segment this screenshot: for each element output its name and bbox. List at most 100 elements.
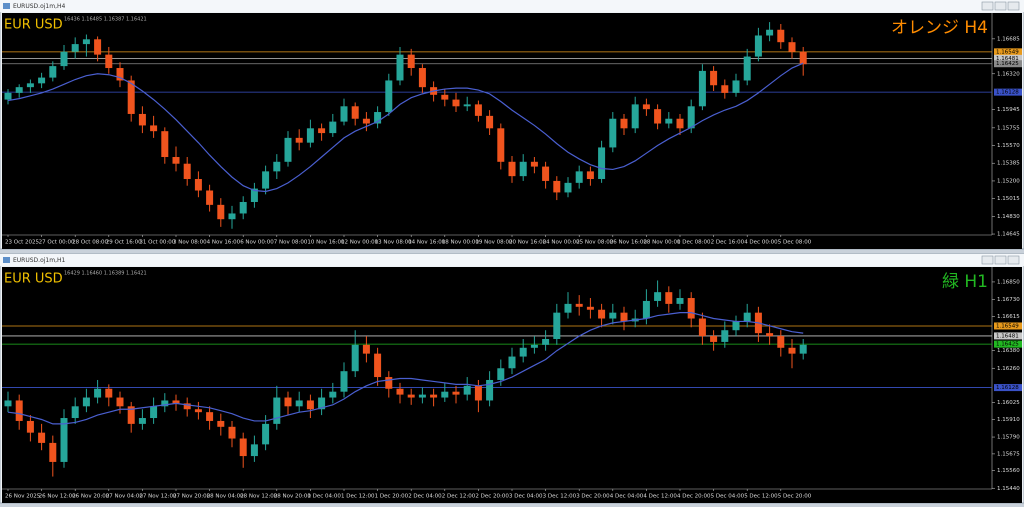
level-label-box (994, 54, 1022, 62)
candle-body (654, 109, 662, 124)
x-tick-label: 3 Dec 04:00 (509, 494, 543, 500)
chart-area (2, 13, 1022, 249)
level-label: 1.16481 (996, 56, 1019, 62)
x-tick-label: 1 Dec 12:00 (341, 494, 375, 500)
window-button[interactable] (1007, 1, 1020, 11)
candle-body (295, 137, 303, 143)
candle-body (676, 118, 684, 129)
y-tick-label: 1.15675 (997, 451, 1020, 457)
x-tick-label: 6 Nov 00:00 (240, 240, 274, 246)
candle-body (329, 391, 337, 398)
candle-body (766, 333, 774, 337)
candle-body (665, 118, 673, 124)
x-tick-label: 2 Dec 04:00 (408, 494, 442, 500)
window-title: EURUSD.oj1m,H1 (13, 257, 65, 264)
candle-body (239, 438, 247, 457)
candle-body (575, 303, 583, 307)
candle-body (396, 388, 404, 395)
candle-body (721, 330, 729, 342)
x-tick-label: 3 Dec 20:00 (576, 494, 610, 500)
level-label-box (994, 322, 1022, 330)
x-tick-label: 19 Nov 08:00 (475, 240, 513, 246)
candle-body (407, 54, 415, 69)
candle-body (598, 309, 606, 319)
candle-body (631, 104, 639, 129)
x-tick-label: 4 Nov 16:00 (207, 240, 241, 246)
x-tick-label: 28 Nov 00:00 (643, 240, 681, 246)
candle-body (743, 312, 751, 322)
candle-body (217, 204, 225, 220)
candle-body (306, 128, 314, 143)
candle-body (4, 92, 12, 100)
candle-body (318, 128, 326, 134)
y-tick-label: 1.15385 (997, 161, 1020, 167)
level-label: 1.16128 (996, 385, 1019, 391)
candle-body (486, 115, 494, 129)
window-button[interactable] (981, 255, 994, 265)
candle-body (250, 444, 258, 457)
candle-body (463, 385, 471, 395)
x-tick-label: 25 Nov 08:00 (576, 240, 614, 246)
candle-body (665, 292, 673, 304)
candle-body (620, 312, 628, 322)
candle-body (217, 420, 225, 427)
x-tick-label: 4 Dec 12:00 (643, 494, 677, 500)
y-tick-label: 1.15560 (997, 468, 1020, 474)
window-button[interactable] (981, 1, 994, 11)
candle-body (698, 318, 706, 337)
candle-body (777, 29, 785, 43)
candle-body (788, 42, 796, 52)
y-tick-label: 1.16380 (997, 348, 1020, 354)
title-bar (0, 254, 1024, 266)
candle-body (620, 118, 628, 129)
y-tick-label: 1.14830 (997, 214, 1020, 220)
candle-body (553, 180, 561, 193)
candle-body (340, 371, 348, 392)
window-button[interactable] (994, 1, 1007, 11)
candle-body (49, 442, 57, 462)
candle-body (127, 80, 135, 114)
candle-body (138, 113, 146, 126)
level-label: 1.16425 (996, 342, 1019, 348)
x-tick-label: 3 Dec 12:00 (543, 494, 577, 500)
window-button[interactable] (1007, 255, 1020, 265)
candle-body (609, 118, 617, 148)
candle-body (542, 166, 550, 181)
candle-body (586, 171, 594, 180)
x-tick-label: 1 Dec 04:00 (307, 494, 341, 500)
window-button[interactable] (994, 255, 1007, 265)
candle-body (743, 56, 751, 81)
candle-body (4, 400, 12, 407)
candle-body (732, 321, 740, 331)
ohlc-header: 16429 1.16460 1.16389 1.16421 (64, 271, 147, 277)
x-tick-label: 4 Dec 20:00 (677, 494, 711, 500)
candle-body (407, 394, 415, 398)
candle-body (105, 54, 113, 69)
candle-body (138, 418, 146, 424)
ohlc-header: 16436 1.16485 1.16387 1.16421 (64, 17, 147, 23)
chart-area (2, 267, 1022, 503)
y-tick-label: 1.16685 (997, 36, 1020, 42)
candle-body (38, 77, 46, 84)
candle-body (329, 121, 337, 134)
level-label: 1.16481 (996, 333, 1019, 339)
candle-body (306, 400, 314, 410)
candle-body (228, 426, 236, 439)
candle-body (799, 344, 807, 354)
candle-body (284, 397, 292, 407)
candle-body (418, 394, 426, 398)
candle-body (318, 397, 326, 410)
candle-body (508, 356, 516, 369)
level-label-box (994, 384, 1022, 392)
candle-body (71, 406, 79, 419)
candle-body (206, 190, 214, 205)
candle-body (60, 418, 68, 462)
x-tick-label: 27 Nov 04:00 (106, 494, 144, 500)
x-tick-label: 5 Dec 12:00 (744, 494, 778, 500)
level-label-box (994, 332, 1022, 340)
x-tick-label: 1 Dec 08:00 (677, 240, 711, 246)
x-tick-label: 23 Oct 2025 (5, 240, 40, 246)
candle-body (463, 104, 471, 107)
candle-body (284, 137, 292, 162)
